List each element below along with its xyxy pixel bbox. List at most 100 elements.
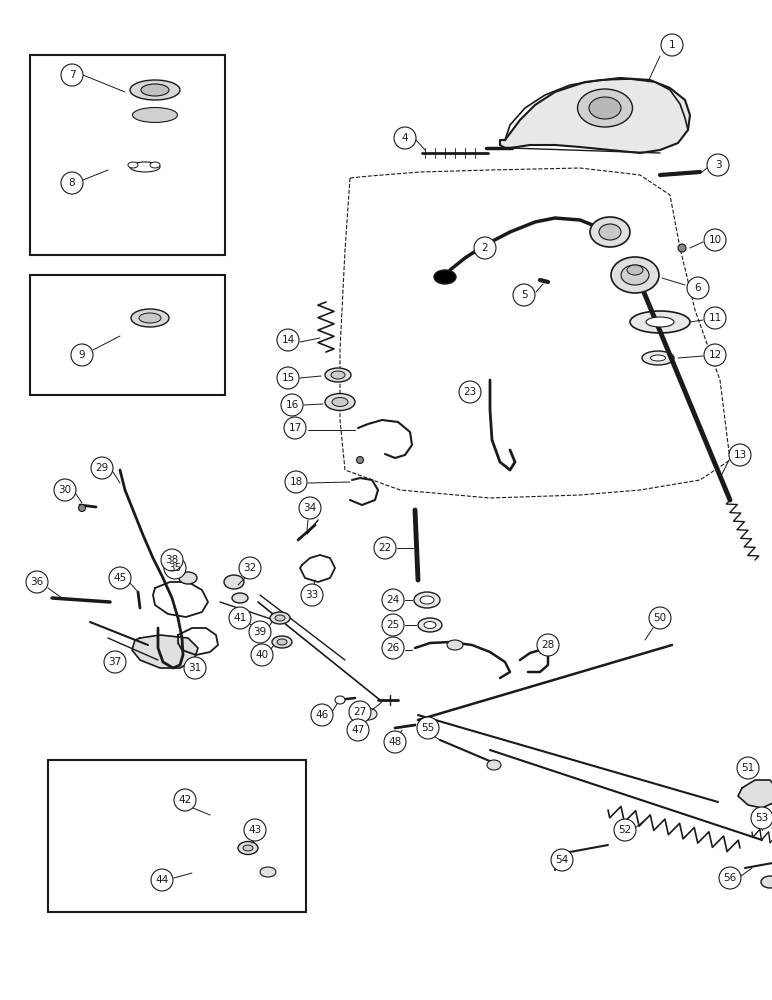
Ellipse shape [272,636,292,648]
Circle shape [244,819,266,841]
Text: 44: 44 [155,875,168,885]
Text: 33: 33 [306,590,319,600]
Ellipse shape [761,876,772,888]
Circle shape [277,367,299,389]
Circle shape [704,229,726,251]
Circle shape [537,634,559,656]
Text: 14: 14 [281,335,295,345]
Text: 45: 45 [113,573,127,583]
Text: 8: 8 [69,178,76,188]
Text: 22: 22 [378,543,391,553]
Ellipse shape [275,615,285,621]
Text: 54: 54 [555,855,569,865]
Ellipse shape [359,708,377,720]
Text: 43: 43 [249,825,262,835]
Circle shape [104,651,126,673]
Ellipse shape [238,842,258,854]
Ellipse shape [590,217,630,247]
Ellipse shape [577,89,632,127]
Ellipse shape [179,572,197,584]
Ellipse shape [79,504,86,512]
Circle shape [459,381,481,403]
Text: 3: 3 [715,160,721,170]
Text: 34: 34 [303,503,317,513]
Circle shape [349,701,371,723]
Ellipse shape [331,371,345,379]
Text: 30: 30 [59,485,72,495]
Text: 2: 2 [482,243,489,253]
Polygon shape [500,78,690,153]
Circle shape [54,479,76,501]
Bar [30,55,225,255]
Text: 9: 9 [79,350,86,360]
Ellipse shape [630,311,690,333]
Text: 16: 16 [286,400,299,410]
Text: 51: 51 [741,763,754,773]
Text: 41: 41 [233,613,246,623]
Circle shape [61,64,83,86]
Text: 52: 52 [618,825,631,835]
Circle shape [285,471,307,493]
Circle shape [374,537,396,559]
Circle shape [301,584,323,606]
Ellipse shape [420,596,434,604]
Circle shape [284,417,306,439]
Text: 17: 17 [289,423,302,433]
Circle shape [649,607,671,629]
Circle shape [151,869,173,891]
Ellipse shape [141,84,169,96]
Ellipse shape [621,265,649,285]
Text: 55: 55 [422,723,435,733]
Ellipse shape [270,612,290,624]
Ellipse shape [107,321,192,349]
Polygon shape [738,780,772,808]
Ellipse shape [642,351,674,365]
Ellipse shape [627,265,643,275]
Circle shape [277,329,299,351]
Ellipse shape [434,270,456,284]
Text: 46: 46 [316,710,329,720]
Circle shape [174,789,196,811]
Circle shape [719,867,741,889]
Ellipse shape [133,107,178,122]
Text: 47: 47 [351,725,364,735]
Ellipse shape [150,162,160,168]
Circle shape [751,807,772,829]
Circle shape [229,607,251,629]
Circle shape [382,637,404,659]
Ellipse shape [651,355,665,361]
Ellipse shape [224,575,244,589]
Circle shape [614,819,636,841]
Ellipse shape [232,593,248,603]
Circle shape [551,849,573,871]
Text: 12: 12 [709,350,722,360]
Text: 29: 29 [96,463,109,473]
Text: 4: 4 [401,133,408,143]
Text: 7: 7 [69,70,76,80]
Circle shape [164,557,186,579]
Ellipse shape [611,257,659,293]
Circle shape [109,567,131,589]
Circle shape [382,614,404,636]
Ellipse shape [243,845,253,851]
Ellipse shape [106,153,191,181]
Text: 36: 36 [30,577,44,587]
Ellipse shape [130,80,180,100]
Ellipse shape [325,393,355,410]
Circle shape [704,344,726,366]
Text: 28: 28 [541,640,554,650]
Circle shape [26,571,48,593]
Circle shape [251,644,273,666]
Circle shape [704,307,726,329]
Circle shape [417,717,439,739]
Circle shape [281,394,303,416]
Ellipse shape [252,627,268,637]
Text: 39: 39 [253,627,266,637]
Circle shape [729,444,751,466]
Circle shape [61,172,83,194]
Ellipse shape [414,592,440,608]
Ellipse shape [599,224,621,240]
Ellipse shape [131,309,169,327]
Ellipse shape [447,640,463,650]
Ellipse shape [589,97,621,119]
